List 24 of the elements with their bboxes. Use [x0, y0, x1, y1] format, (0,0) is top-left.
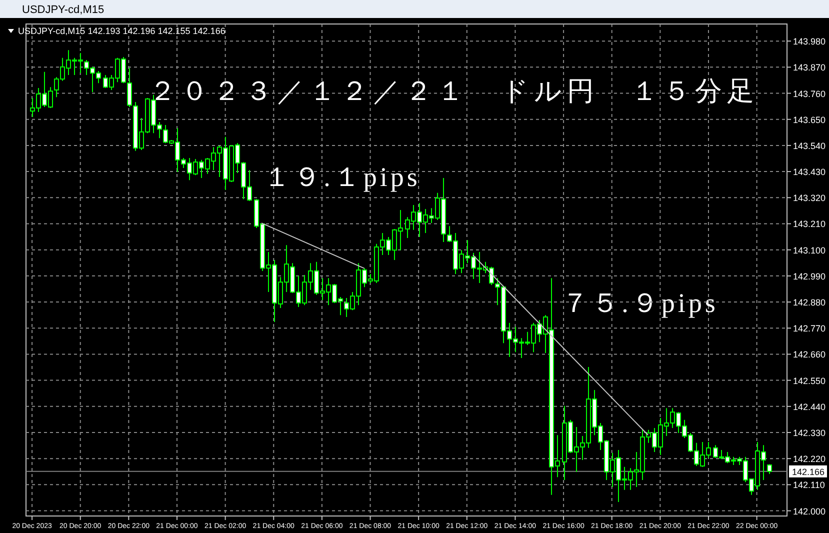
text: USDJPY-cd,M15 — [22, 4, 104, 16]
y-tick-label: 142.660 — [793, 350, 826, 360]
y-tick-label: 143.430 — [793, 167, 826, 178]
y-tick-label: 142.000 — [793, 506, 826, 516]
y-tick-label: 142.440 — [793, 402, 826, 412]
y-tick-label: 143.210 — [793, 219, 826, 230]
y-tick-label: 143.870 — [793, 62, 826, 73]
y-tick-label: 143.100 — [793, 245, 826, 256]
y-tick-label: 142.110 — [793, 480, 825, 490]
ref-line-label: 142.166 — [792, 466, 825, 477]
y-tick-label: 142.550 — [793, 376, 826, 386]
annotation: ７５.９pips — [562, 288, 718, 318]
y-tick-label: 142.880 — [793, 298, 826, 308]
y-tick-label: 143.650 — [793, 114, 826, 125]
y-tick-label: 142.770 — [793, 324, 826, 334]
y-tick-label: 142.330 — [793, 428, 826, 438]
y-tick-label: 143.980 — [793, 36, 826, 47]
y-tick-label: 142.990 — [793, 271, 826, 282]
y-tick-label: 143.540 — [793, 140, 826, 151]
y-tick-label: 143.760 — [793, 88, 826, 99]
text: ２０２３／１２／２１ ドル円 １５分足 — [149, 76, 759, 106]
y-tick-label: 143.320 — [793, 193, 826, 204]
y-tick-label: 142.220 — [793, 454, 826, 464]
candlestick — [127, 68, 132, 108]
